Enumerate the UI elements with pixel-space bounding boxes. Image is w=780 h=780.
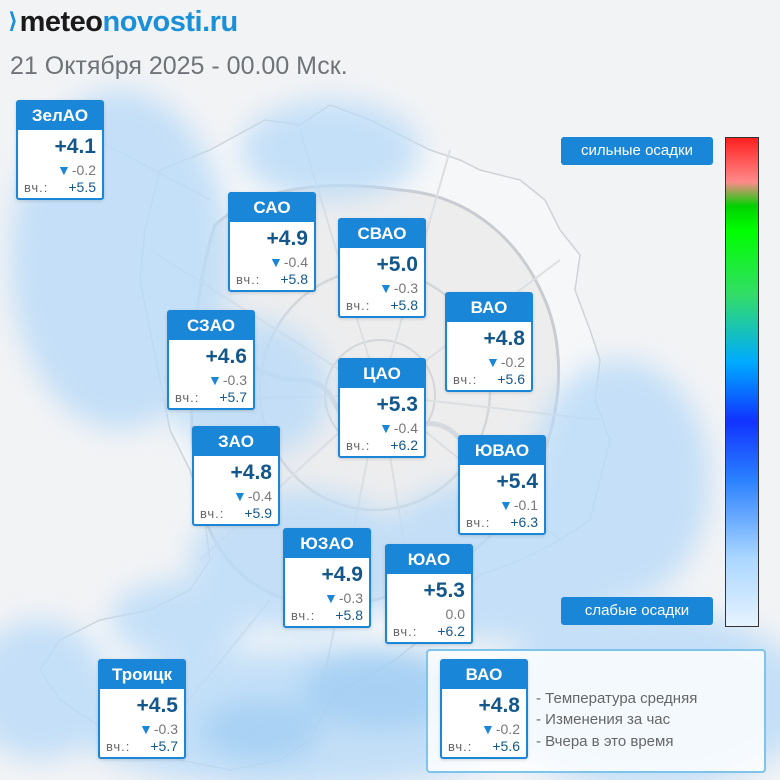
legend-sample-card: ВАО +4.8 ▼-0.2 вч.: +5.6 bbox=[440, 659, 528, 759]
district-temp: +5.4 bbox=[496, 470, 538, 493]
district-card-zelao: ЗелАО +4.1 ▼-0.2 вч.: +5.5 bbox=[16, 100, 104, 200]
yesterday-value: +6.2 bbox=[390, 437, 418, 453]
down-triangle-icon: ▼ bbox=[324, 590, 338, 606]
district-change: ▼-0.4 bbox=[233, 488, 272, 504]
logo-text-part2: novosti.ru bbox=[102, 6, 238, 38]
yesterday-label: вч.: bbox=[236, 272, 261, 287]
yesterday-label: вч.: bbox=[393, 624, 418, 639]
yesterday-value: +5.7 bbox=[150, 738, 178, 754]
yesterday-label: вч.: bbox=[346, 298, 371, 313]
district-temp: +4.1 bbox=[54, 135, 96, 158]
precipitation-color-scale bbox=[725, 137, 759, 627]
district-card-sao: САО +4.9 ▼-0.4 вч.: +5.8 bbox=[228, 192, 316, 292]
district-change: ▼-0.3 bbox=[139, 721, 178, 737]
yesterday-label: вч.: bbox=[291, 608, 316, 623]
district-temp: +5.3 bbox=[376, 393, 418, 416]
district-change: ▼-0.2 bbox=[481, 721, 520, 737]
district-name: СВАО bbox=[340, 220, 424, 248]
yesterday-label: вч.: bbox=[200, 506, 225, 521]
yesterday-label: вч.: bbox=[24, 180, 49, 195]
district-change: ▼-0.3 bbox=[324, 590, 363, 606]
yesterday-label: вч.: bbox=[466, 515, 491, 530]
district-change: ▼-0.4 bbox=[379, 420, 418, 436]
yesterday-value: +5.6 bbox=[492, 738, 520, 754]
yesterday-label: вч.: bbox=[106, 739, 131, 754]
legend-line-change: - Изменения за час bbox=[536, 711, 671, 728]
yesterday-label: вч.: bbox=[448, 739, 473, 754]
yesterday-value: +6.3 bbox=[510, 514, 538, 530]
district-temp: +5.3 bbox=[423, 579, 465, 602]
yesterday-label: вч.: bbox=[346, 438, 371, 453]
yesterday-value: +5.6 bbox=[497, 371, 525, 387]
district-name: ЗелАО bbox=[18, 102, 102, 130]
district-name: СЗАО bbox=[169, 312, 253, 340]
legend-line-yesterday: - Вчера в это время bbox=[536, 733, 674, 750]
district-card-cao: ЦАО +5.3 ▼-0.4 вч.: +6.2 bbox=[338, 358, 426, 458]
district-card-troitsk: Троицк +4.5 ▼-0.3 вч.: +5.7 bbox=[98, 659, 186, 759]
district-temp: +4.9 bbox=[321, 563, 363, 586]
district-name: ЗАО bbox=[194, 428, 278, 456]
district-name: ВАО bbox=[447, 294, 531, 322]
yesterday-value: +6.2 bbox=[437, 623, 465, 639]
district-temp: +5.0 bbox=[376, 253, 418, 276]
district-change: ▼-0.2 bbox=[486, 354, 525, 370]
district-temp: +4.8 bbox=[483, 327, 525, 350]
district-name: ЮАО bbox=[387, 546, 471, 574]
district-name: ЮВАО bbox=[460, 437, 544, 465]
forecast-datetime: 21 Октября 2025 - 00.00 Мск. bbox=[10, 52, 348, 80]
district-temp: +4.6 bbox=[205, 345, 247, 368]
district-name: ЮЗАО bbox=[285, 530, 369, 558]
district-change: ▼-0.3 bbox=[208, 372, 247, 388]
district-card-szao: СЗАО +4.6 ▼-0.3 вч.: +5.7 bbox=[167, 310, 255, 410]
down-triangle-icon: ▼ bbox=[379, 280, 393, 296]
district-temp: +4.8 bbox=[478, 694, 520, 717]
yesterday-label: вч.: bbox=[453, 372, 478, 387]
district-change: ▼-0.3 bbox=[379, 280, 418, 296]
district-name: ЦАО bbox=[340, 360, 424, 388]
down-triangle-icon: ▼ bbox=[269, 254, 283, 270]
district-card-yuzao: ЮЗАО +4.9 ▼-0.3 вч.: +5.8 bbox=[283, 528, 371, 628]
legend-line-temperature: - Температура средняя bbox=[536, 690, 698, 707]
district-change: ▼-0.1 bbox=[499, 497, 538, 513]
logo-mark-icon: ⟩ bbox=[8, 8, 18, 33]
district-card-yuvao: ЮВАО +5.4 ▼-0.1 вч.: +6.3 bbox=[458, 435, 546, 535]
district-card-yuao: ЮАО +5.3 0.0 вч.: +6.2 bbox=[385, 544, 473, 644]
weak-precip-label: слабые осадки bbox=[561, 597, 713, 625]
district-change: 0.0 bbox=[445, 606, 465, 622]
district-card-vao: ВАО +4.8 ▼-0.2 вч.: +5.6 bbox=[445, 292, 533, 392]
district-temp: +4.8 bbox=[230, 461, 272, 484]
yesterday-value: +5.9 bbox=[244, 505, 272, 521]
district-change: ▼-0.2 bbox=[57, 162, 96, 178]
down-triangle-icon: ▼ bbox=[208, 372, 222, 388]
yesterday-value: +5.8 bbox=[280, 271, 308, 287]
yesterday-value: +5.7 bbox=[219, 389, 247, 405]
down-triangle-icon: ▼ bbox=[379, 420, 393, 436]
down-triangle-icon: ▼ bbox=[233, 488, 247, 504]
district-name: Троицк bbox=[100, 661, 184, 689]
down-triangle-icon: ▼ bbox=[57, 162, 71, 178]
yesterday-value: +5.8 bbox=[335, 607, 363, 623]
district-name: САО bbox=[230, 194, 314, 222]
down-triangle-icon: ▼ bbox=[499, 497, 513, 513]
yesterday-value: +5.5 bbox=[68, 179, 96, 195]
district-card-svao: СВАО +5.0 ▼-0.3 вч.: +5.8 bbox=[338, 218, 426, 318]
district-name: ВАО bbox=[442, 661, 526, 689]
logo-text-part1: meteo bbox=[19, 6, 103, 38]
down-triangle-icon: ▼ bbox=[139, 721, 153, 737]
district-card-zao: ЗАО +4.8 ▼-0.4 вч.: +5.9 bbox=[192, 426, 280, 526]
down-triangle-icon: ▼ bbox=[481, 721, 495, 737]
down-triangle-icon: ▼ bbox=[486, 354, 500, 370]
district-temp: +4.5 bbox=[136, 694, 178, 717]
strong-precip-label: сильные осадки bbox=[561, 137, 713, 165]
yesterday-value: +5.8 bbox=[390, 297, 418, 313]
yesterday-label: вч.: bbox=[175, 390, 200, 405]
district-temp: +4.9 bbox=[266, 227, 308, 250]
site-logo[interactable]: ⟩meteonovosti.ru bbox=[8, 6, 238, 39]
district-change: ▼-0.4 bbox=[269, 254, 308, 270]
